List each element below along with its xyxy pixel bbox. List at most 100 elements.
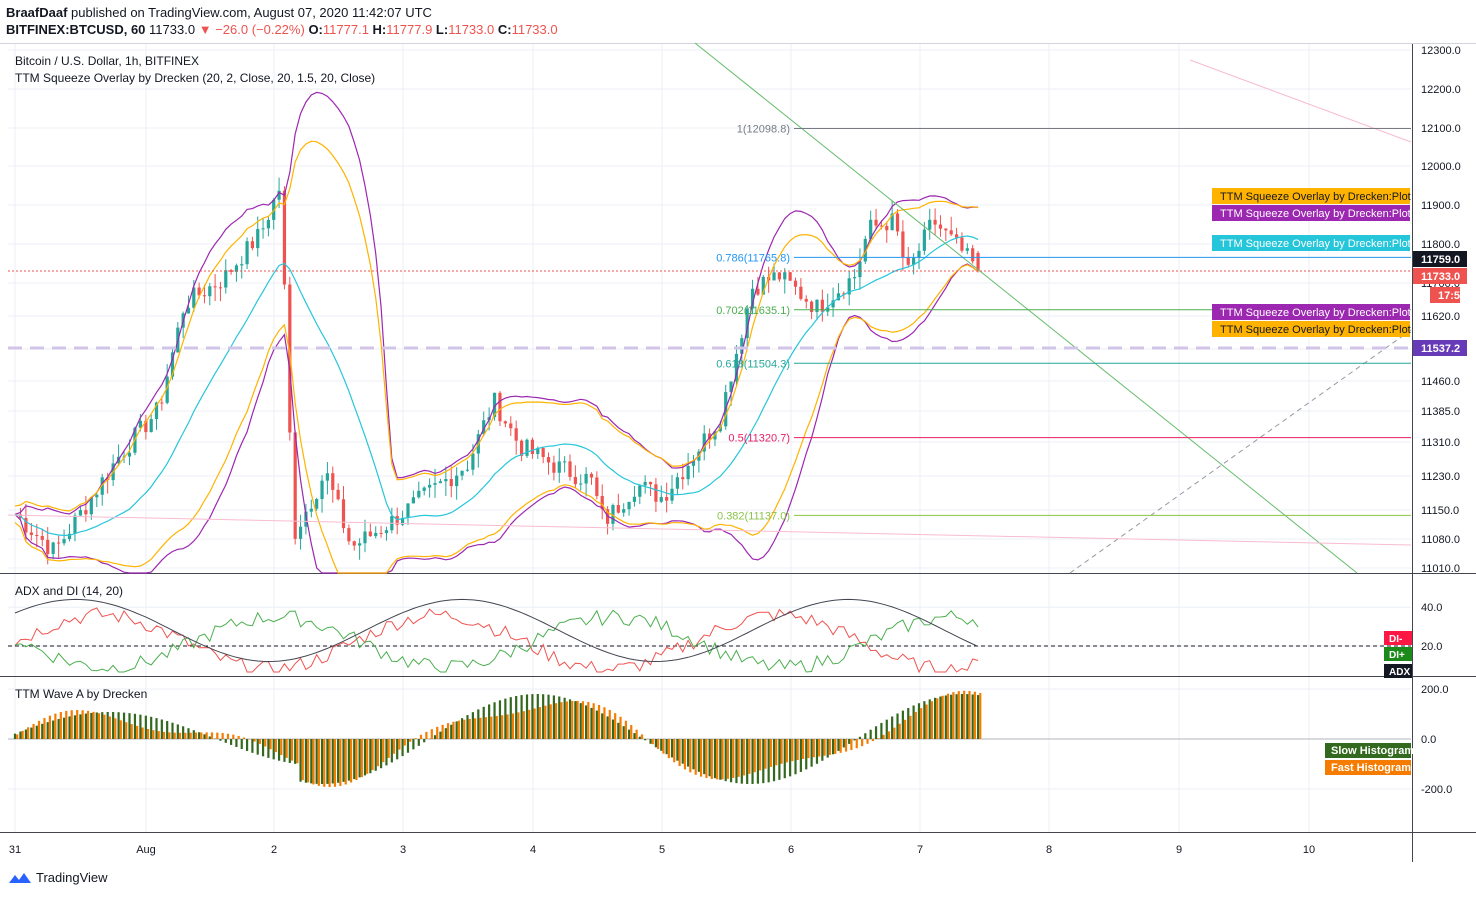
candle-body: [368, 531, 372, 537]
fast-histogram-bar: [48, 715, 52, 739]
slow-histogram-bar: [139, 714, 142, 739]
author-name[interactable]: BraafDaaf: [6, 5, 68, 20]
fast-histogram-bar: [968, 690, 971, 739]
fast-histogram-bar: [560, 702, 563, 739]
slow-histogram-bar: [912, 705, 915, 739]
candle-body: [406, 503, 410, 518]
candle-body: [170, 352, 175, 377]
candle-body: [192, 287, 196, 308]
slow-histogram-bar: [315, 739, 318, 784]
fib-level-label: 0.702(11635.1): [716, 305, 790, 317]
candle-body: [154, 402, 159, 420]
fast-histogram-bar: [32, 723, 35, 739]
bollinger-lower-line: [14, 263, 979, 574]
slow-histogram-bar: [837, 739, 840, 751]
fast-histogram-bar: [855, 739, 858, 749]
adx-tag-text: DI-: [1389, 634, 1402, 645]
fast-histogram-bar: [941, 695, 944, 739]
candle-body: [831, 300, 835, 308]
price-axis-label: 11800.0: [1421, 239, 1460, 251]
fast-histogram-bar: [258, 739, 262, 744]
candle-body: [277, 190, 281, 200]
slow-histogram-bar: [482, 706, 485, 739]
time-axis-label: 7: [917, 844, 923, 856]
fast-histogram-bar: [285, 739, 288, 758]
fast-histogram-bar: [392, 739, 396, 754]
fast-histogram-bar: [930, 701, 934, 739]
adx-tag-bg: [1384, 631, 1412, 645]
fast-histogram-bar: [108, 716, 111, 739]
slow-histogram-bar: [112, 712, 115, 739]
price-axis-label: 11620.0: [1421, 311, 1460, 323]
fast-histogram-bar: [662, 739, 665, 754]
fast-histogram-bar: [861, 739, 864, 747]
plot-label: TTM Squeeze Overlay by Drecken:Plot: [1212, 321, 1411, 337]
candle-body: [616, 505, 620, 513]
slow-histogram-bar: [299, 739, 302, 782]
fast-histogram-bar: [936, 698, 939, 739]
close-label: C:: [497, 22, 512, 37]
slow-histogram-bar: [498, 700, 502, 739]
slow-histogram-bar: [563, 697, 566, 739]
fast-histogram-bar: [468, 718, 471, 739]
candle-body: [665, 497, 669, 501]
slow-histogram-bar: [976, 695, 980, 739]
candle-body: [331, 473, 335, 490]
slow-histogram-bar: [928, 699, 931, 739]
high-label: H:: [372, 22, 387, 37]
fast-histogram-bar: [608, 709, 611, 739]
candle-body: [584, 473, 588, 484]
price-tag-text: 17:58: [1438, 290, 1466, 302]
fast-histogram-bar: [667, 739, 670, 759]
fast-histogram-bar: [317, 739, 320, 786]
fast-histogram-bar: [296, 739, 299, 764]
slow-histogram-bar: [353, 739, 356, 780]
candle-body: [949, 230, 953, 235]
slow-histogram-bar: [337, 739, 340, 783]
fast-histogram-bar: [753, 739, 756, 773]
candle-body: [503, 421, 507, 424]
candle-body: [965, 248, 969, 251]
adx-tag: ADX: [1384, 664, 1412, 678]
slow-histogram-bar: [24, 729, 28, 739]
pink-trendline: [1189, 59, 1412, 143]
slow-histogram-bar: [160, 719, 163, 739]
fast-histogram-bar: [742, 739, 746, 776]
fast-histogram-bar: [614, 713, 617, 739]
price-axis-label: 12100.0: [1421, 123, 1461, 135]
symbol-name[interactable]: BITFINEX:BTCUSD, 60: [6, 22, 146, 37]
slow-histogram-bar: [128, 713, 131, 739]
slow-histogram-bar: [762, 739, 765, 784]
slow-histogram-bar: [444, 728, 447, 739]
fast-histogram-bar: [506, 714, 509, 739]
fast-histogram-bar: [716, 739, 719, 780]
fast-histogram-bar: [376, 739, 380, 767]
fast-histogram-bar: [349, 739, 353, 783]
price-axis-label: 11080.0: [1421, 534, 1460, 546]
slow-histogram-bar: [363, 739, 367, 776]
fib-level-label: 0.618(11504.3): [716, 358, 790, 370]
fast-histogram-bar: [398, 739, 401, 750]
candle-body: [912, 257, 916, 265]
slow-histogram-bar: [13, 733, 17, 739]
tradingview-logo[interactable]: TradingView: [8, 870, 108, 885]
fast-histogram-bar: [844, 739, 848, 752]
candle-body: [35, 534, 39, 537]
slow-histogram-bar: [84, 713, 87, 739]
candle-body: [89, 497, 93, 515]
slow-histogram-bar: [687, 739, 690, 767]
candle-body: [563, 461, 567, 463]
candle-body: [358, 543, 362, 546]
candle-body: [810, 301, 814, 313]
fast-histogram-bar: [689, 739, 692, 773]
candle-body: [400, 517, 405, 525]
fast-histogram-bar: [200, 732, 203, 739]
chart-canvas[interactable]: 1(12098.8) 0.786(11765.8) 0.702(11635.1) 0.…: [0, 0, 1476, 862]
time-axis-label: 2: [271, 844, 277, 856]
fast-histogram-bar: [839, 739, 842, 753]
price-axis-label: 11230.0: [1421, 471, 1460, 483]
fast-histogram-bar: [807, 739, 810, 759]
candle-body: [707, 433, 712, 440]
candle-body: [320, 480, 324, 500]
slow-histogram-bar: [558, 696, 561, 739]
